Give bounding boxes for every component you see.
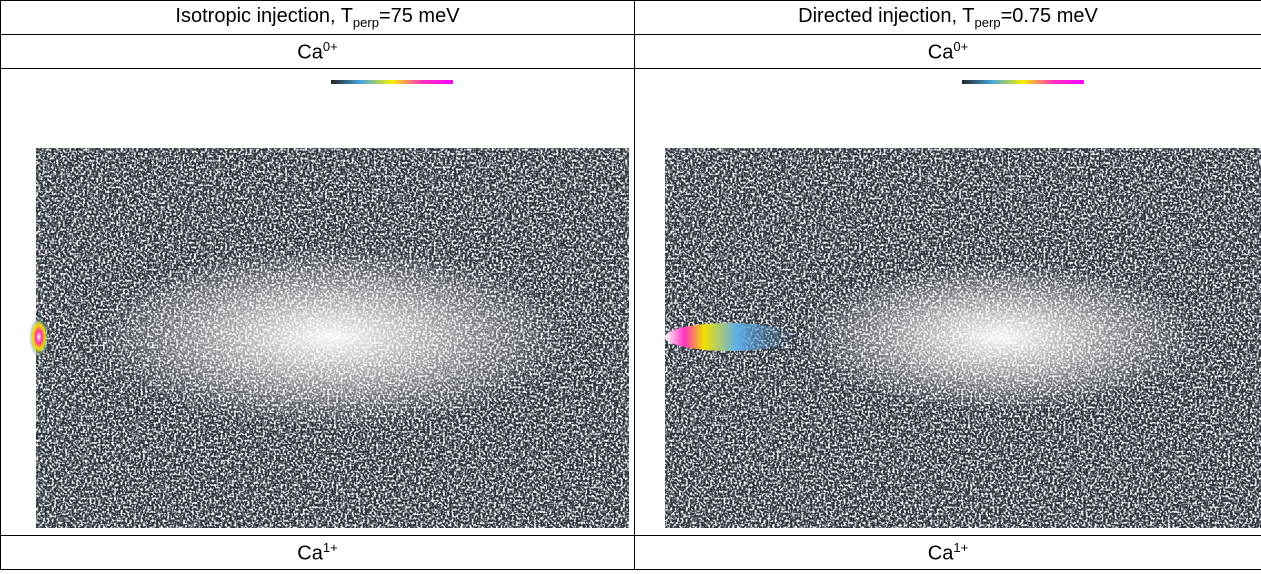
header-sub: perp <box>353 15 379 30</box>
image-cell <box>1 69 635 536</box>
particle-noise <box>36 148 629 528</box>
header-text: Directed injection, T <box>798 5 974 27</box>
header-sub: perp <box>975 15 1001 30</box>
ion-label: Ca <box>928 41 954 63</box>
figure-table: Isotropic injection, Tperp=75 meV Direct… <box>0 0 1261 570</box>
ion-charge: 0+ <box>953 39 968 54</box>
image-cell <box>635 69 1261 536</box>
header-text: =75 meV <box>379 5 460 27</box>
ion-label: Ca <box>297 542 323 564</box>
label-row: Ca1+ Ca1+ <box>1 536 1261 570</box>
beam-plume <box>665 323 795 351</box>
colorbar <box>331 80 453 84</box>
header-text: Isotropic injection, T <box>175 5 353 27</box>
image-row <box>1 69 1261 536</box>
label-cell: Ca1+ <box>635 536 1261 570</box>
colorbar <box>962 80 1084 84</box>
ion-label: Ca <box>297 41 323 63</box>
ion-label: Ca <box>928 542 954 564</box>
header-cell: Isotropic injection, Tperp=75 meV <box>1 1 635 35</box>
label-row: Ca0+ Ca0+ <box>1 35 1261 69</box>
label-cell: Ca0+ <box>1 35 635 69</box>
ion-charge: 0+ <box>323 39 338 54</box>
header-text: =0.75 meV <box>1001 5 1098 27</box>
label-cell: Ca1+ <box>1 536 635 570</box>
ion-charge: 1+ <box>323 540 338 555</box>
header-row: Isotropic injection, Tperp=75 meV Direct… <box>1 1 1261 35</box>
source-glow <box>29 317 49 357</box>
label-cell: Ca0+ <box>635 35 1261 69</box>
page: Isotropic injection, Tperp=75 meV Direct… <box>0 0 1261 574</box>
ion-charge: 1+ <box>953 540 968 555</box>
header-cell: Directed injection, Tperp=0.75 meV <box>635 1 1261 35</box>
simulation-image <box>635 69 1261 535</box>
simulation-image <box>1 69 634 535</box>
